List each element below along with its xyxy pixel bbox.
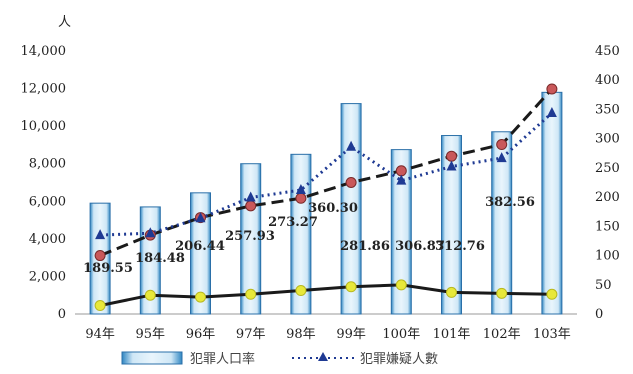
solid-series-point (94, 300, 106, 312)
bars-layer (89, 91, 563, 315)
data-label: 382.56 (485, 195, 535, 210)
dashed-series-point (446, 150, 457, 162)
bar (290, 153, 312, 315)
x-tick-label: 99年 (336, 327, 366, 342)
solid-series-point (546, 288, 558, 300)
solid-series-point (144, 289, 156, 301)
x-tick-label: 103年 (533, 327, 571, 342)
right-tick-label: 100 (595, 249, 620, 264)
dashed-series-point (496, 139, 508, 151)
data-label: 206.44 (175, 239, 225, 254)
bar (390, 149, 412, 315)
legend-label-bar: 犯罪人口率 (190, 351, 255, 367)
left-tick-label: 0 (58, 307, 66, 322)
left-tick-label: 8,000 (29, 157, 66, 172)
solid-series-point (295, 285, 307, 297)
x-tick-label: 98年 (286, 327, 316, 342)
left-tick-label: 10,000 (21, 119, 67, 134)
left-tick-label: 6,000 (29, 194, 66, 209)
solid-series-point (245, 288, 257, 300)
dotted-series-point (396, 174, 407, 185)
right-tick-label: 300 (595, 132, 620, 147)
data-label: 360.30 (308, 201, 358, 216)
right-tick-label: 400 (595, 73, 620, 88)
data-label: 281.86 (340, 239, 390, 254)
data-label: 257.93 (225, 229, 275, 244)
dashed-series-line (99, 87, 554, 257)
dashed-series-point (245, 200, 257, 212)
dotted-series-point (295, 184, 306, 195)
x-tick-label: 102年 (483, 327, 521, 342)
right-tick-label: 350 (595, 102, 620, 117)
left-axis-unit: 人 (58, 15, 71, 30)
data-label: 273.27 (268, 215, 318, 230)
dashed-series-point (94, 250, 106, 262)
right-tick-label: 0 (595, 307, 603, 322)
solid-series-point (496, 287, 508, 299)
legend: 犯罪人口率 犯罪嫌疑人數 (121, 351, 438, 367)
data-label: 184.48 (135, 251, 185, 266)
dotted-series-point (446, 160, 457, 171)
x-tick-label: 97年 (236, 327, 266, 342)
legend-marker-triangle (318, 352, 328, 361)
solid-series-point (195, 291, 206, 303)
markers-layer (94, 83, 558, 312)
right-tick-label: 450 (595, 44, 620, 59)
dotted-series-point (496, 152, 507, 163)
dashed-series-point (395, 165, 407, 177)
dashed-series-point (546, 83, 558, 95)
dotted-series-point (95, 229, 106, 240)
x-tick-label: 95年 (136, 327, 166, 342)
right-tick-label: 200 (595, 190, 620, 205)
dotted-series-point (195, 212, 206, 223)
left-tick-label: 12,000 (21, 82, 67, 97)
bar (541, 91, 563, 315)
solid-series-line (99, 283, 552, 308)
dotted-series-point (245, 191, 256, 202)
solid-series-point (395, 279, 407, 291)
bar (340, 103, 362, 315)
x-tick-label: 100年 (382, 327, 420, 342)
x-tick-label: 96年 (186, 327, 216, 342)
data-label: 312.76 (435, 239, 485, 254)
bar (240, 163, 262, 315)
left-tick-label: 2,000 (29, 269, 66, 284)
dashed-series-point (295, 192, 307, 204)
dotted-series-point (145, 227, 156, 238)
data-label: 189.55 (83, 261, 133, 276)
lines-layer (99, 87, 554, 308)
right-tick-label: 150 (595, 219, 620, 234)
dotted-series-point (346, 140, 357, 151)
legend-swatch-bar (121, 351, 183, 365)
x-tick-label: 101年 (433, 327, 471, 342)
solid-series-point (345, 281, 357, 293)
bar (491, 131, 513, 315)
data-label: 306.87 (395, 239, 445, 254)
left-tick-label: 14,000 (21, 44, 67, 59)
legend-label-line: 犯罪嫌疑人數 (360, 351, 438, 367)
solid-series-point (446, 286, 457, 298)
left-tick-label: 4,000 (29, 232, 66, 247)
right-tick-label: 50 (595, 278, 612, 293)
dotted-series-point (546, 106, 557, 117)
axes-layer: 0 2,000 4,000 6,000 8,000 10,000 12,000 14,000 0… (21, 44, 620, 342)
right-tick-label: 250 (595, 161, 620, 176)
dashed-series-point (345, 177, 357, 188)
x-tick-label: 94年 (85, 327, 115, 342)
bar (190, 192, 211, 315)
bar (441, 135, 462, 315)
dotted-series-line (100, 111, 553, 237)
